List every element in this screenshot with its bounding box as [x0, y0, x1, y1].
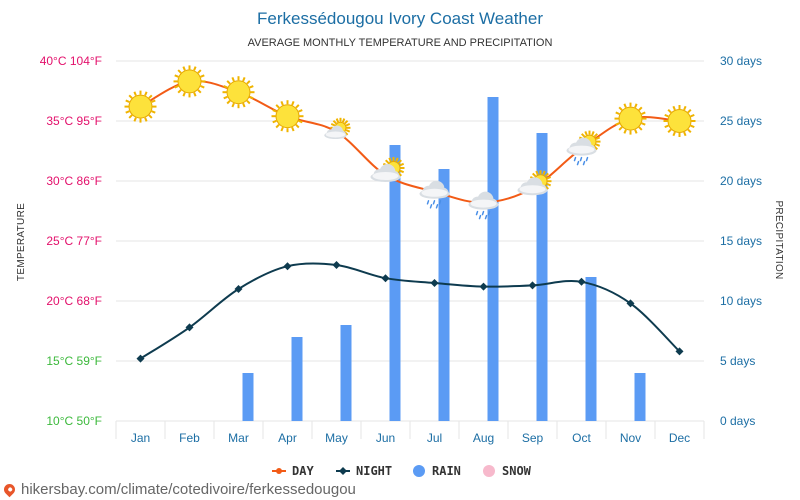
- legend-label: DAY: [292, 464, 314, 478]
- night-point-sep: [528, 281, 537, 290]
- left-tick-label: 30°C 86°F: [46, 174, 102, 188]
- rain-bar-may: [340, 325, 352, 421]
- x-tick-sep: Sep: [522, 431, 544, 445]
- x-tick-dec: Dec: [669, 431, 690, 445]
- left-axis-ticks: 40°C 104°F 35°C 95°F 30°C 86°F 25°C 77°F 20°…: [40, 54, 102, 428]
- night-series: [136, 261, 684, 363]
- grid-lines: [115, 60, 705, 439]
- x-tick-jun: Jun: [376, 431, 395, 445]
- night-point-oct: [577, 277, 586, 286]
- night-point-apr: [283, 262, 292, 271]
- night-point-aug: [479, 282, 488, 291]
- night-point-mar: [234, 285, 243, 293]
- left-tick-label: 25°C 77°F: [46, 234, 102, 248]
- right-tick-label: 20 days: [720, 174, 762, 188]
- legend-item-rain[interactable]: RAIN: [413, 464, 461, 478]
- night-point-jan: [136, 354, 145, 363]
- x-tick-nov: Nov: [620, 431, 641, 445]
- rain-bars: [242, 97, 646, 421]
- right-tick-label: 5 days: [720, 354, 755, 368]
- weather-icons: [124, 65, 696, 220]
- footer-link[interactable]: hikersbay.com/climate/cotedivoire/ferkes…: [1, 481, 356, 498]
- rain-bar-oct: [585, 277, 597, 421]
- x-tick-oct: Oct: [572, 431, 591, 445]
- left-tick-label: 35°C 95°F: [46, 114, 102, 128]
- night-point-jun: [381, 274, 390, 283]
- left-tick-label: 40°C 104°F: [40, 54, 102, 68]
- night-point-nov: [626, 299, 635, 308]
- legend-label: NIGHT: [356, 464, 392, 478]
- x-tick-feb: Feb: [179, 431, 200, 445]
- rain-icon: [419, 180, 450, 209]
- rain-sun-icon: [566, 130, 601, 166]
- legend-item-snow[interactable]: SNOW: [483, 464, 532, 478]
- left-tick-label: 15°C 59°F: [46, 354, 102, 368]
- sunny-icon: [663, 105, 696, 137]
- rain-bar-mar: [242, 373, 254, 421]
- x-tick-jan: Jan: [131, 431, 150, 445]
- sunny-icon: [222, 76, 255, 109]
- left-tick-label: 10°C 50°F: [46, 414, 102, 428]
- x-tick-aug: Aug: [473, 431, 494, 445]
- x-tick-apr: Apr: [278, 431, 297, 445]
- night-point-may: [332, 261, 341, 269]
- rain-bar-nov: [634, 373, 646, 421]
- rain-bar-aug: [487, 97, 499, 421]
- right-tick-label: 25 days: [720, 114, 762, 128]
- rain-bar-apr: [291, 337, 303, 421]
- x-axis-ticks: Jan Feb Mar Apr May Jun Jul Aug Sep Oct Nov Dec: [131, 431, 690, 445]
- right-axis-ticks: 30 days 25 days 20 days 15 days 10 days 5 day…: [720, 54, 762, 428]
- night-point-dec: [675, 347, 684, 356]
- cloudy-sun-icon: [370, 157, 405, 182]
- left-axis-label: TEMPERATURE: [16, 203, 27, 281]
- sunny-icon: [124, 90, 157, 123]
- legend: DAY NIGHT RAIN SNOW: [272, 464, 532, 478]
- rain-bar-sep: [536, 133, 548, 421]
- sunny-icon: [271, 100, 304, 133]
- sunny-icon: [173, 65, 206, 98]
- partly-cloudy-icon: [324, 117, 351, 140]
- rain-bar-jul: [438, 169, 450, 421]
- left-tick-label: 20°C 68°F: [46, 294, 102, 308]
- night-point-feb: [185, 323, 194, 332]
- right-tick-label: 30 days: [720, 54, 762, 68]
- legend-item-night[interactable]: NIGHT: [336, 464, 392, 478]
- right-tick-label: 0 days: [720, 414, 755, 428]
- x-tick-jul: Jul: [427, 431, 442, 445]
- right-tick-label: 15 days: [720, 234, 762, 248]
- legend-label: RAIN: [432, 464, 461, 478]
- x-tick-may: May: [325, 431, 348, 445]
- chart-title: Ferkessédougou Ivory Coast Weather: [257, 9, 543, 28]
- location-pin-icon: [1, 481, 18, 498]
- night-line: [139, 262, 681, 360]
- legend-item-day[interactable]: DAY: [272, 464, 314, 478]
- right-axis-label: PRECIPITATION: [773, 200, 784, 279]
- cloudy-sun-icon: [517, 170, 552, 196]
- sunny-icon: [614, 102, 647, 135]
- night-point-jul: [430, 279, 439, 287]
- rain-icon: [468, 191, 499, 220]
- legend-label: SNOW: [502, 464, 532, 478]
- right-tick-label: 10 days: [720, 294, 762, 308]
- x-tick-mar: Mar: [228, 431, 249, 445]
- rain-bar-jun: [389, 145, 401, 421]
- chart-subtitle: AVERAGE MONTHLY TEMPERATURE AND PRECIPIT…: [248, 37, 553, 49]
- footer-url: hikersbay.com/climate/cotedivoire/ferkes…: [21, 481, 356, 498]
